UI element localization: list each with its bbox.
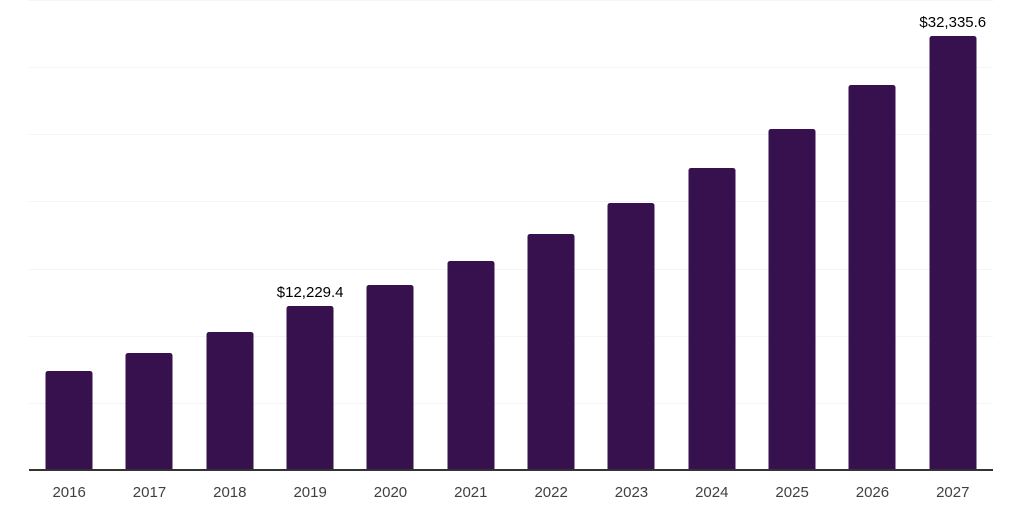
x-axis-line (29, 469, 993, 471)
x-tick-2017: 2017 (132, 484, 167, 501)
gridline-25000 (29, 134, 993, 136)
plot-area: 2016 2017 2018 $12,229.4 2019 2020 2021 2022 202… (29, 0, 993, 501)
bar-group-2022: 2022 (511, 0, 591, 501)
x-tick-2016: 2016 (52, 484, 86, 501)
x-tick-2021: 2021 (454, 484, 488, 501)
bar-2021 (447, 260, 495, 470)
x-tick-2023: 2023 (614, 484, 649, 501)
bar-2026 (848, 85, 896, 470)
bar-2017 (125, 352, 173, 470)
bar-value-label-2027: $32,335.6 (919, 13, 987, 31)
gridline-10000 (29, 335, 993, 337)
x-tick-2020: 2020 (373, 484, 408, 501)
x-tick-2025: 2025 (775, 484, 809, 501)
bar-group-2016: 2016 (29, 0, 109, 501)
bar-value-label-2019: $12,229.4 (276, 283, 344, 301)
x-tick-2026: 2026 (855, 484, 890, 501)
x-tick-2022: 2022 (534, 484, 568, 501)
x-tick-2019: 2019 (293, 484, 327, 501)
bar-2018 (206, 331, 254, 470)
bar-group-2027: $32,335.6 2027 (913, 0, 993, 501)
bar-2016 (45, 370, 93, 470)
bar-group-2020: 2020 (350, 0, 430, 501)
gridline-15000 (29, 268, 993, 270)
bar-group-2018: 2018 (190, 0, 270, 501)
gridline-35000 (29, 0, 993, 1)
bar-group-2019: $12,229.4 2019 (270, 0, 350, 501)
bar-2022 (527, 233, 575, 470)
bar-group-2024: 2024 (672, 0, 752, 501)
bar-2025 (768, 129, 816, 470)
bar-2024 (688, 168, 736, 470)
bar-group-2026: 2026 (832, 0, 912, 501)
x-tick-2024: 2024 (695, 484, 729, 501)
bar-2023 (607, 202, 655, 470)
bar-group-2021: 2021 (431, 0, 511, 501)
bar-2027 (929, 35, 977, 470)
bar-group-2023: 2023 (591, 0, 671, 501)
bar-2019 (286, 305, 334, 470)
bars-layer: 2016 2017 2018 $12,229.4 2019 2020 2021 2022 202… (29, 0, 993, 501)
bar-2020 (366, 284, 414, 470)
gridline-20000 (29, 201, 993, 203)
bar-group-2025: 2025 (752, 0, 832, 501)
bar-group-2017: 2017 (109, 0, 189, 501)
x-tick-2027: 2027 (936, 484, 970, 501)
gridline-5000 (29, 402, 993, 404)
gridline-30000 (29, 67, 993, 69)
x-tick-2018: 2018 (213, 484, 247, 501)
